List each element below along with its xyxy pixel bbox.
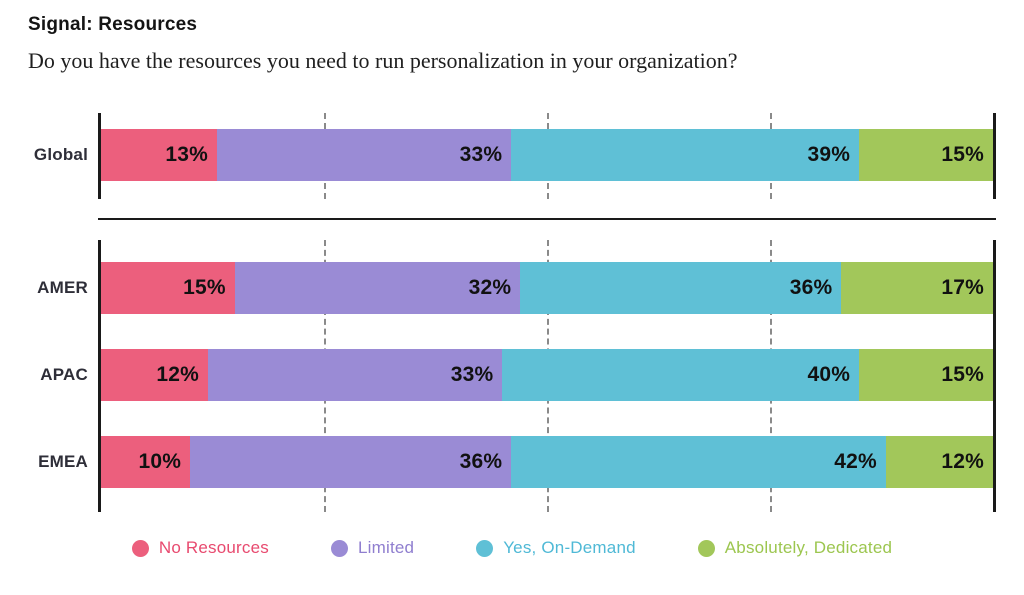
legend-label: Absolutely, Dedicated: [724, 538, 893, 557]
legend-item-limited: Limited: [330, 538, 415, 558]
row-label-apac: APAC: [40, 365, 88, 384]
segment-value-label: 15%: [941, 143, 984, 166]
chart-group-global: Global 13% 33% 39% 15%: [34, 113, 996, 199]
page-title: Signal: Resources: [28, 14, 198, 35]
segment-value-label: 40%: [807, 363, 851, 386]
segment-value-label: 39%: [807, 143, 851, 166]
legend-dot-icon: [330, 539, 348, 557]
legend-item-yes-on-demand: Yes, On-Demand: [476, 538, 636, 558]
segment-value-label: 12%: [156, 363, 200, 386]
segment-value-label: 10%: [138, 450, 182, 473]
legend-label: No Resources: [158, 538, 269, 557]
chart-legend: No Resources Limited Yes, On-Demand Absolut…: [0, 538, 1024, 558]
segment-value-label: 12%: [941, 450, 984, 473]
chart-group-regions: AMER 15% 32% 36% 17% APAC 12% 33% 40% 15% EMEA 10% 3…: [37, 240, 996, 512]
bar-segment-limited: 33%: [216, 129, 512, 181]
legend-dot-icon: [697, 539, 715, 557]
chart-header: Signal: Resources Do you have the resour…: [0, 0, 1024, 74]
chart-row-global: Global 13% 33% 39% 15%: [34, 129, 993, 181]
bar-segment-absolutely-dedicated: 12%: [885, 436, 993, 488]
bar-segment-absolutely-dedicated: 17%: [841, 262, 993, 314]
bar-segment-yes-on-demand: 40%: [502, 349, 860, 401]
bar-segment-no-resources: 15%: [101, 262, 235, 314]
segment-value-label: 15%: [183, 276, 226, 299]
bar-segment-yes-on-demand: 36%: [520, 262, 842, 314]
stacked-bar-chart: Global 13% 33% 39% 15% AMER 15% 32% 36% 17% APAC 1…: [0, 113, 1024, 512]
chart-row-emea: EMEA 10% 36% 42% 12%: [38, 436, 993, 488]
legend-dot-icon: [131, 539, 149, 557]
group-separator-line: [98, 218, 996, 220]
segment-value-label: 32%: [468, 276, 512, 299]
row-label-emea: EMEA: [38, 452, 88, 471]
question-text: Do you have the resources you need to ru…: [28, 48, 738, 73]
segment-value-label: 17%: [941, 276, 984, 299]
bar-segment-no-resources: 10%: [101, 436, 191, 488]
legend-item-absolutely-dedicated: Absolutely, Dedicated: [697, 538, 893, 558]
bar-segment-limited: 33%: [208, 349, 503, 401]
bar-segment-limited: 36%: [190, 436, 512, 488]
segment-value-label: 15%: [941, 363, 984, 386]
bar-segment-limited: 32%: [234, 262, 521, 314]
legend-label: Limited: [357, 538, 415, 557]
segment-value-label: 33%: [450, 363, 494, 386]
chart-row-apac: APAC 12% 33% 40% 15%: [40, 349, 993, 401]
chart-row-amer: AMER 15% 32% 36% 17%: [37, 262, 993, 314]
bar-segment-absolutely-dedicated: 15%: [859, 129, 993, 181]
row-label-global: Global: [33, 145, 88, 164]
legend-item-no-resources: No Resources: [131, 538, 269, 558]
row-label-amer: AMER: [37, 278, 88, 297]
segment-value-label: 36%: [789, 276, 833, 299]
bar-segment-no-resources: 12%: [101, 349, 209, 401]
legend-label: Yes, On-Demand: [503, 538, 636, 557]
segment-value-label: 36%: [459, 450, 503, 473]
bar-segment-yes-on-demand: 39%: [511, 129, 860, 181]
bar-segment-no-resources: 13%: [101, 129, 217, 181]
segment-value-label: 33%: [459, 143, 503, 166]
segment-value-label: 13%: [165, 143, 208, 166]
segment-value-label: 42%: [834, 450, 877, 473]
legend-dot-icon: [476, 539, 494, 557]
bar-segment-yes-on-demand: 42%: [511, 436, 886, 488]
bar-segment-absolutely-dedicated: 15%: [859, 349, 993, 401]
